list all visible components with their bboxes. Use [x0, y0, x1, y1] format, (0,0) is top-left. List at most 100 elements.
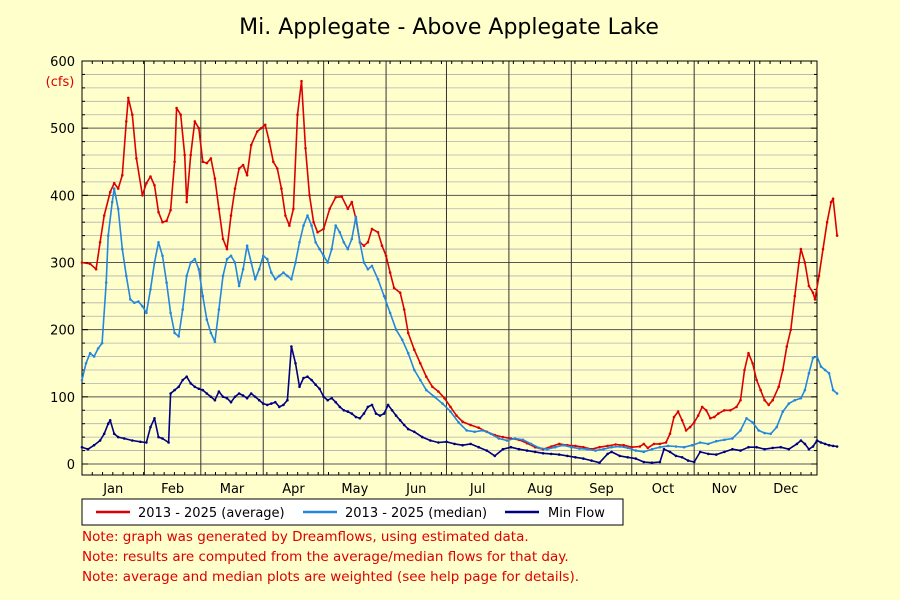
data-point — [149, 175, 152, 178]
data-point — [835, 445, 839, 448]
data-point — [306, 214, 309, 217]
data-point — [557, 442, 561, 446]
data-point — [340, 195, 344, 198]
data-point — [330, 396, 334, 400]
data-point — [276, 167, 279, 170]
data-point — [392, 286, 396, 290]
data-point — [177, 385, 180, 389]
data-point — [290, 278, 293, 281]
data-point — [225, 396, 229, 400]
data-point — [692, 460, 696, 464]
data-point — [789, 328, 793, 332]
data-point — [108, 190, 112, 194]
data-point — [413, 368, 416, 372]
data-point — [249, 261, 253, 264]
data-point — [338, 231, 342, 234]
data-point — [278, 274, 281, 278]
x-tick-label: Jul — [469, 482, 486, 497]
data-point — [807, 372, 811, 375]
data-point — [125, 120, 128, 123]
data-point — [652, 442, 656, 446]
data-point — [642, 460, 646, 464]
data-point — [169, 311, 172, 315]
data-point — [521, 438, 525, 442]
data-point — [650, 461, 654, 465]
data-point — [378, 414, 382, 417]
data-point — [249, 392, 253, 395]
data-point — [666, 444, 670, 448]
data-point — [131, 113, 134, 116]
data-point — [751, 421, 754, 424]
data-point — [803, 388, 807, 392]
data-point — [590, 459, 593, 462]
data-point — [406, 427, 410, 431]
data-point — [819, 365, 823, 368]
data-point — [233, 395, 237, 399]
data-point — [642, 442, 646, 446]
data-point — [382, 412, 386, 415]
data-point — [129, 298, 132, 301]
data-point — [376, 278, 380, 281]
data-point — [658, 442, 662, 446]
data-point — [181, 308, 184, 311]
data-point — [241, 267, 245, 271]
data-point — [294, 261, 297, 264]
data-point — [326, 261, 330, 264]
data-point — [517, 447, 521, 451]
data-point — [205, 392, 209, 395]
data-point — [169, 392, 172, 395]
data-point — [308, 194, 311, 197]
data-point — [743, 368, 746, 372]
data-point — [149, 425, 152, 429]
data-point — [366, 241, 370, 244]
data-point — [102, 214, 106, 217]
data-point — [634, 457, 638, 460]
data-point — [831, 388, 835, 392]
data-point — [688, 425, 692, 429]
data-point — [153, 261, 156, 264]
chart-title: Mi. Applegate - Above Applegate Lake — [239, 15, 659, 40]
data-point — [713, 415, 716, 419]
data-point — [189, 261, 192, 264]
data-point — [92, 355, 96, 358]
data-point — [80, 445, 84, 449]
data-point — [441, 402, 444, 405]
data-point — [197, 126, 201, 130]
data-point — [350, 200, 354, 204]
data-point — [634, 449, 638, 452]
data-point — [84, 362, 88, 365]
data-point — [674, 445, 678, 448]
data-point — [266, 403, 269, 407]
data-point — [153, 184, 156, 187]
data-point — [145, 181, 148, 185]
y-tick-label: 300 — [50, 257, 75, 272]
data-point — [549, 452, 553, 456]
data-point — [831, 444, 835, 448]
data-point — [829, 200, 833, 204]
data-point — [606, 452, 609, 456]
data-point — [298, 385, 301, 389]
data-point — [501, 435, 505, 439]
x-tick-label: Mar — [220, 482, 245, 497]
x-tick-label: Sep — [589, 482, 614, 497]
data-point — [739, 429, 742, 432]
data-point — [268, 140, 271, 143]
data-point — [141, 304, 144, 308]
data-point — [489, 432, 493, 436]
data-point — [181, 378, 184, 382]
data-point — [598, 461, 601, 465]
data-point — [767, 403, 770, 407]
y-tick-label: 500 — [50, 122, 75, 137]
data-point — [237, 392, 241, 395]
data-point — [302, 376, 305, 380]
data-point — [314, 383, 317, 387]
data-point — [586, 447, 589, 451]
data-point — [690, 443, 694, 447]
data-point — [157, 241, 160, 244]
data-point — [723, 438, 726, 442]
data-point — [80, 378, 84, 382]
data-point — [261, 402, 265, 405]
data-point — [707, 452, 710, 456]
x-tick-label: Apr — [282, 482, 305, 497]
